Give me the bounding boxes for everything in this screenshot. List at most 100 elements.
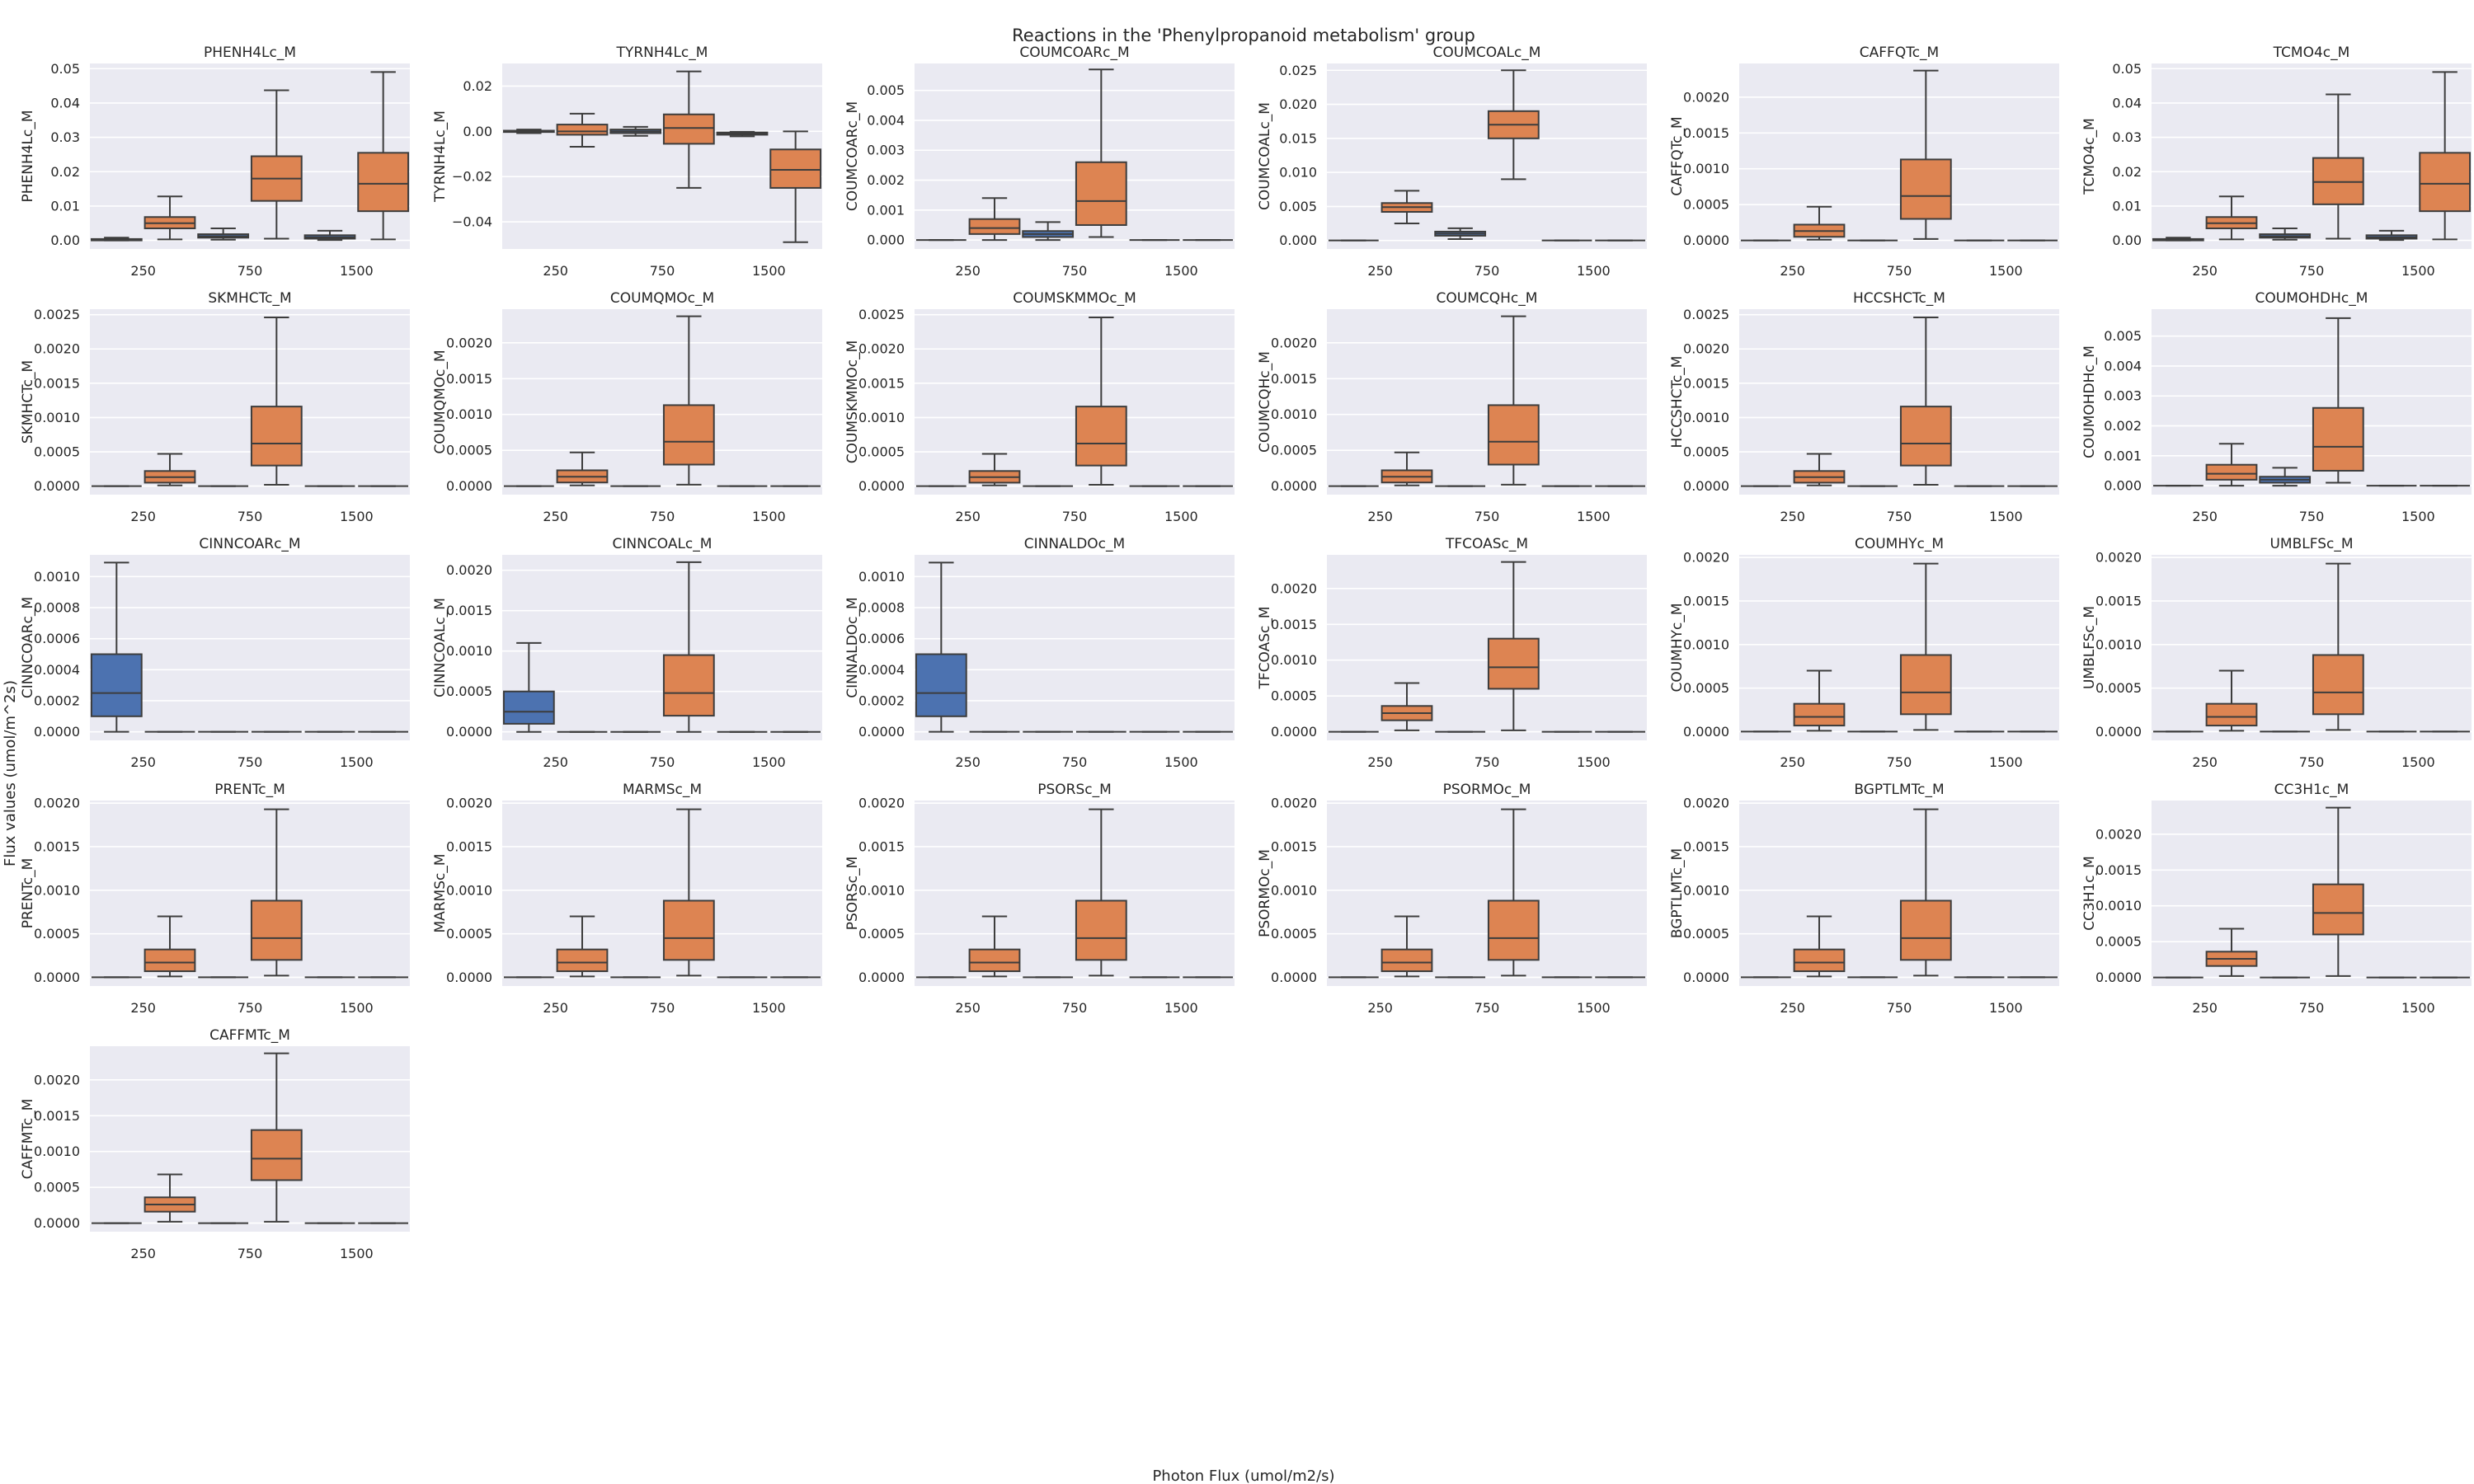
x-tick-label: 250 [1780,754,1805,770]
y-tick-label: 0.0010 [1683,882,1729,898]
box-iqr [968,948,1021,973]
y-tick-label: 0.0000 [858,724,905,740]
box-iqr [662,654,715,717]
y-tick-label: 0.0005 [858,926,905,942]
facet-title: COUMQMOc_M [610,290,714,307]
y-tick-label: 0.0015 [1683,593,1729,608]
box-iqr [357,152,410,213]
x-tick-label: 1500 [1989,509,2023,524]
box-iqr [2312,654,2364,716]
y-tick-label: 0.01 [50,198,80,214]
y-tick-label: 0.015 [1279,130,1317,146]
y-tick-label: 0.0010 [34,569,80,585]
y-tick-label: 0.0020 [1683,796,1729,811]
x-tick-label: 1500 [340,754,374,770]
box-iqr [2205,463,2258,481]
y-tick-label: 0.01 [2112,198,2142,214]
facet-panel: 0.00 0.01 0.02 0.03 0.04 0.05 250 750 1500 PHENH4… [20,45,410,279]
y-tick-label: 0.0005 [34,444,80,460]
facet-title: COUMCQHc_M [1437,290,1538,307]
box-orange [968,197,1021,242]
y-tick-label: 0.0000 [858,478,905,494]
y-tick-label: 0.0000 [34,970,80,985]
x-tick-label: 750 [1062,263,1088,279]
x-tick-label: 250 [2192,263,2218,279]
y-tick-label: 0.0002 [34,693,80,708]
x-tick-label: 1500 [1989,754,2023,770]
x-tick-label: 1500 [1164,754,1198,770]
facet-title: TYRNH4Lc_M [616,45,708,61]
y-tick-label: 0.0010 [446,882,492,898]
box-orange [556,915,609,978]
facet-panel: 0.000 0.001 0.002 0.003 0.004 0.005 250 750 1500… [2081,290,2472,524]
y-tick-label: 0.04 [2112,95,2142,110]
facet-ylabel: CAFFMTc_M [20,1099,36,1180]
y-tick-label: 0.0020 [446,796,492,811]
facet-background [1327,801,1647,986]
y-tick-label: 0.0020 [34,796,80,811]
x-tick-label: 250 [1780,263,1805,279]
y-tick-label: 0.0000 [1271,724,1317,740]
facet-title: CINNALDOc_M [1024,536,1125,552]
y-tick-label: 0.025 [1279,63,1317,78]
y-tick-label: 0.05 [2112,61,2142,77]
y-tick-label: 0.00 [50,232,80,248]
y-tick-label: 0.000 [1279,232,1317,248]
y-tick-label: 0.004 [2104,358,2142,373]
x-tick-label: 1500 [2401,1000,2435,1016]
x-tick-label: 1500 [2401,754,2435,770]
y-tick-label: 0.0010 [2095,898,2142,913]
facet-panel: 0.0000 0.0005 0.0010 0.0015 0.0020 250 750 1500… [20,782,410,1016]
y-tick-label: 0.0000 [2095,970,2142,985]
box-orange [1899,808,1952,977]
facet-background [915,63,1235,249]
box-orange [662,70,715,189]
y-tick-label: −0.02 [452,169,492,185]
box-blue [2365,229,2418,242]
facet-panel: 0.0000 0.0005 0.0010 0.0015 0.0020 0.0025 250 7… [20,290,410,524]
box-iqr [250,406,303,467]
facet-panel: 0.0000 0.0005 0.0010 0.0015 0.0020 250 750 1500… [432,290,822,524]
figure-xlabel: Photon Flux (umol/m2/s) [1152,1468,1334,1484]
facet-background [1739,801,2059,986]
x-tick-label: 250 [130,263,156,279]
facet-background [2152,63,2472,249]
box-iqr [968,218,1021,235]
y-tick-label: 0.0020 [34,1072,80,1087]
x-tick-label: 750 [238,1246,263,1261]
box-orange [1899,316,1952,486]
facet-ylabel: COUMHYc_M [1669,603,1686,692]
box-blue [609,125,662,137]
facet-title: CAFFQTc_M [1860,45,1939,61]
facet-background [1327,555,1647,740]
facet-panel: 0.0000 0.0005 0.0010 0.0015 0.0020 250 750 1500… [2081,536,2472,770]
box-iqr [556,124,609,136]
y-tick-label: 0.002 [867,172,905,188]
facet-title: BGPTLMTc_M [1854,782,1944,798]
facet-title: HCCSHCTc_M [1853,290,1945,307]
y-tick-label: 0.0000 [1683,724,1729,740]
y-tick-label: 0.0015 [34,375,80,391]
x-tick-label: 1500 [1577,263,1611,279]
box-orange [2312,806,2364,977]
facet-background [502,309,822,495]
x-tick-label: 1500 [1989,263,2023,279]
y-tick-label: 0.0005 [2095,680,2142,696]
x-tick-label: 250 [543,1000,568,1016]
y-tick-label: 0.0010 [858,410,905,425]
x-tick-label: 750 [238,1000,263,1016]
facet-background [502,801,822,986]
y-tick-label: 0.03 [50,129,80,145]
y-tick-label: 0.0020 [2095,826,2142,842]
y-tick-label: 0.0005 [446,683,492,699]
y-tick-label: 0.0020 [446,335,492,350]
facet-panel: 0.0000 0.0005 0.0010 0.0015 0.0020 250 750 1500… [20,1027,410,1261]
y-tick-label: 0.02 [50,164,80,180]
box-orange [1380,682,1433,731]
facet-ylabel: MARMSc_M [432,853,449,932]
figure-ylabel: Flux values (umol/m^2s) [2,680,19,866]
facet-ylabel: SKMHCTc_M [20,360,36,444]
x-tick-label: 750 [650,1000,675,1016]
box-iqr [250,1129,303,1181]
